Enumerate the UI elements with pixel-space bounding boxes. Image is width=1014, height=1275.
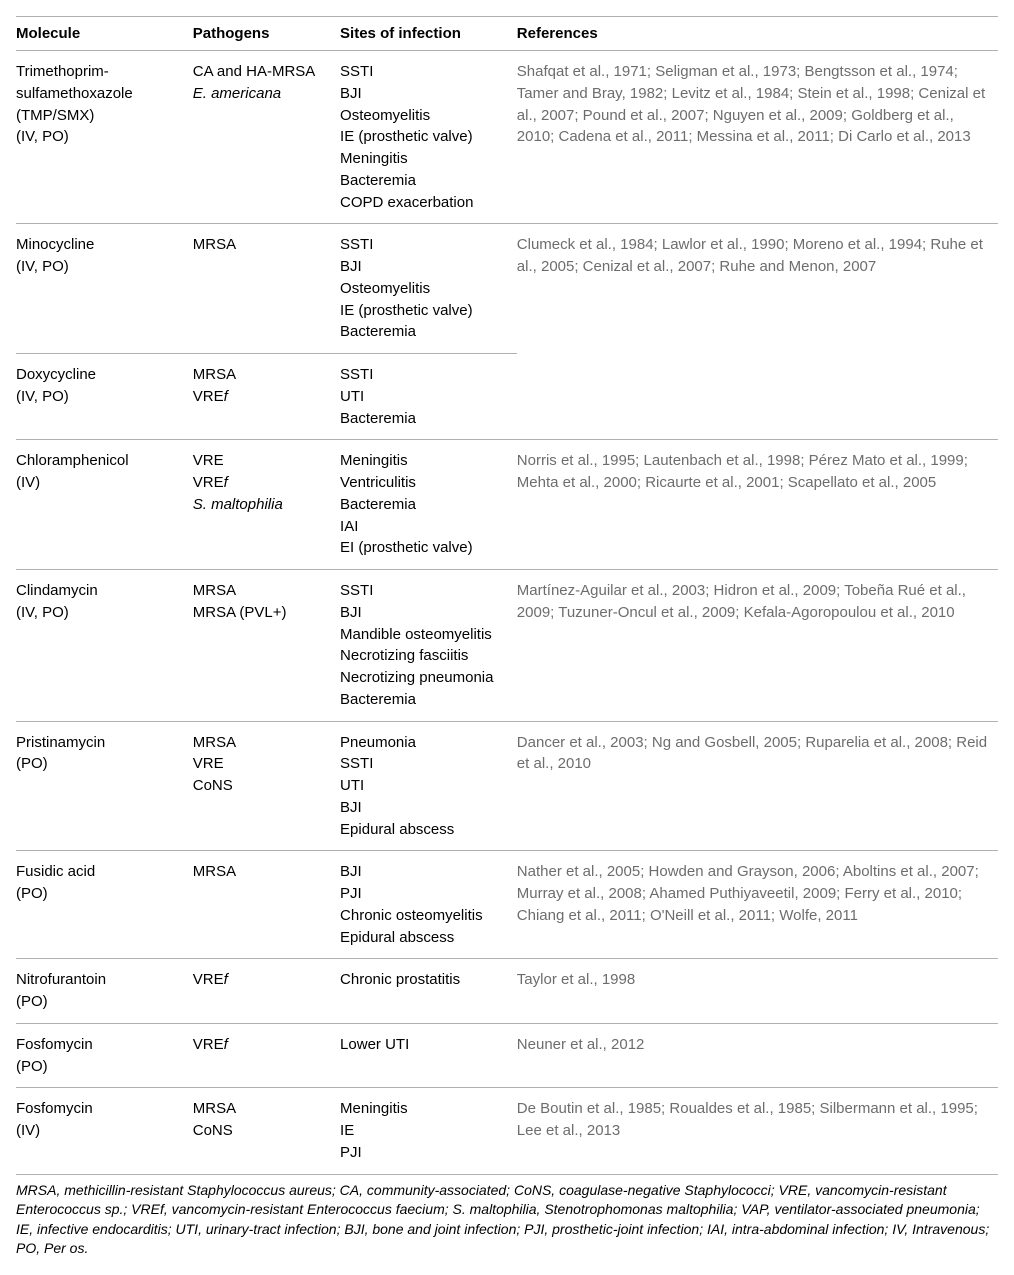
cell-pathogens: MRSA xyxy=(193,851,340,959)
cell-sites: BJIPJIChronic osteomyelitisEpidural absc… xyxy=(340,851,517,959)
cell-references: Clumeck et al., 1984; Lawlor et al., 199… xyxy=(517,224,998,440)
cell-references: Dancer et al., 2003; Ng and Gosbell, 200… xyxy=(517,721,998,851)
cell-sites: MeningitisIEPJI xyxy=(340,1088,517,1174)
cell-molecule: Chloramphenicol(IV) xyxy=(16,440,193,570)
cell-sites: MeningitisVentriculitisBacteremiaIAIEI (… xyxy=(340,440,517,570)
cell-references: Neuner et al., 2012 xyxy=(517,1023,998,1088)
col-sites: Sites of infection xyxy=(340,17,517,51)
cell-pathogens: CA and HA-MRSAE. americana xyxy=(193,51,340,224)
cell-pathogens: MRSAVRECoNS xyxy=(193,721,340,851)
cell-sites: Lower UTI xyxy=(340,1023,517,1088)
cell-references: Nather et al., 2005; Howden and Grayson,… xyxy=(517,851,998,959)
table-row: Fosfomycin(PO)VREfLower UTINeuner et al.… xyxy=(16,1023,998,1088)
cell-pathogens: VREVREfS. maltophilia xyxy=(193,440,340,570)
cell-references: Shafqat et al., 1971; Seligman et al., 1… xyxy=(517,51,998,224)
table-row: Trimethoprim-sulfamethoxazole(TMP/SMX)(I… xyxy=(16,51,998,224)
cell-pathogens: VREf xyxy=(193,959,340,1024)
cell-molecule: Fusidic acid(PO) xyxy=(16,851,193,959)
cell-sites: SSTIBJIOsteomyelitisIE (prosthetic valve… xyxy=(340,51,517,224)
cell-sites: SSTIBJIOsteomyelitisIE (prosthetic valve… xyxy=(340,224,517,354)
cell-sites: Chronic prostatitis xyxy=(340,959,517,1024)
footnote: MRSA, methicillin-resistant Staphylococc… xyxy=(16,1175,998,1259)
table-row: Fusidic acid(PO)MRSABJIPJIChronic osteom… xyxy=(16,851,998,959)
cell-pathogens: MRSAVREf xyxy=(193,354,340,440)
cell-references: Taylor et al., 1998 xyxy=(517,959,998,1024)
table-row: Nitrofurantoin(PO)VREfChronic prostatiti… xyxy=(16,959,998,1024)
col-molecule: Molecule xyxy=(16,17,193,51)
cell-references: De Boutin et al., 1985; Roualdes et al.,… xyxy=(517,1088,998,1174)
cell-pathogens: MRSA xyxy=(193,224,340,354)
cell-molecule: Minocycline(IV, PO) xyxy=(16,224,193,354)
table-row: Minocycline(IV, PO)MRSASSTIBJIOsteomyeli… xyxy=(16,224,998,354)
cell-molecule: Clindamycin(IV, PO) xyxy=(16,570,193,722)
cell-pathogens: MRSAMRSA (PVL+) xyxy=(193,570,340,722)
cell-molecule: Nitrofurantoin(PO) xyxy=(16,959,193,1024)
cell-molecule: Pristinamycin(PO) xyxy=(16,721,193,851)
header-row: Molecule Pathogens Sites of infection Re… xyxy=(16,17,998,51)
cell-molecule: Doxycycline(IV, PO) xyxy=(16,354,193,440)
cell-pathogens: MRSACoNS xyxy=(193,1088,340,1174)
cell-sites: PneumoniaSSTIUTIBJIEpidural abscess xyxy=(340,721,517,851)
col-references: References xyxy=(517,17,998,51)
table-row: Chloramphenicol(IV)VREVREfS. maltophilia… xyxy=(16,440,998,570)
cell-molecule: Trimethoprim-sulfamethoxazole(TMP/SMX)(I… xyxy=(16,51,193,224)
cell-sites: SSTIBJIMandible osteomyelitisNecrotizing… xyxy=(340,570,517,722)
table-body: Trimethoprim-sulfamethoxazole(TMP/SMX)(I… xyxy=(16,51,998,1175)
cell-molecule: Fosfomycin(IV) xyxy=(16,1088,193,1174)
cell-pathogens: VREf xyxy=(193,1023,340,1088)
col-pathogens: Pathogens xyxy=(193,17,340,51)
antibiotic-table: Molecule Pathogens Sites of infection Re… xyxy=(16,16,998,1175)
cell-references: Martínez-Aguilar et al., 2003; Hidron et… xyxy=(517,570,998,722)
cell-molecule: Fosfomycin(PO) xyxy=(16,1023,193,1088)
cell-sites: SSTIUTIBacteremia xyxy=(340,354,517,440)
table-row: Pristinamycin(PO)MRSAVRECoNSPneumoniaSST… xyxy=(16,721,998,851)
cell-references: Norris et al., 1995; Lautenbach et al., … xyxy=(517,440,998,570)
table-row: Clindamycin(IV, PO)MRSAMRSA (PVL+)SSTIBJ… xyxy=(16,570,998,722)
table-row: Fosfomycin(IV)MRSACoNSMeningitisIEPJIDe … xyxy=(16,1088,998,1174)
